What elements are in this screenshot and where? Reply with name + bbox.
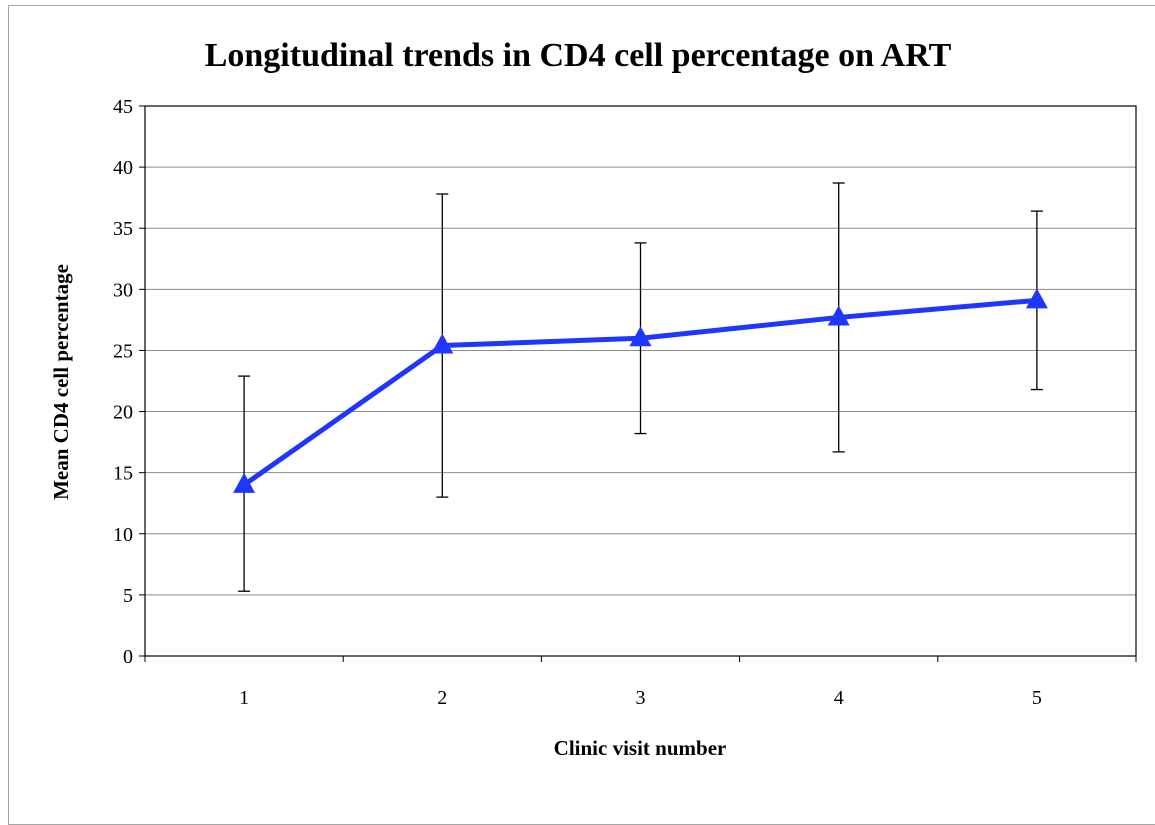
- x-tick-label: 1: [239, 687, 249, 709]
- error-bars: [238, 182, 1043, 592]
- chart-title: Longitudinal trends in CD4 cell percenta…: [205, 37, 952, 74]
- y-tick-label: 20: [113, 402, 133, 424]
- data-point-marker: [629, 326, 652, 347]
- x-axis-title: Clinic visit number: [554, 736, 727, 760]
- data-point-marker: [827, 305, 850, 326]
- y-tick-label: 40: [113, 157, 133, 179]
- y-tick-label: 10: [113, 524, 133, 546]
- x-tick-label: 4: [834, 687, 844, 709]
- y-tick-label: 45: [113, 96, 133, 118]
- x-tick-label: 5: [1032, 687, 1042, 709]
- plot-area: [144, 105, 1137, 657]
- markers: [233, 288, 1048, 493]
- data-point-marker: [431, 333, 454, 354]
- y-tick-label: 15: [113, 463, 133, 485]
- chart-svg: Longitudinal trends in CD4 cell percenta…: [49, 37, 1137, 760]
- data-point-marker: [233, 472, 256, 493]
- y-tick-label: 0: [123, 646, 133, 668]
- y-axis-title: Mean CD4 cell percentage: [49, 264, 73, 500]
- x-tick-label: 3: [636, 687, 646, 709]
- data-point-marker: [1025, 288, 1048, 309]
- x-tick-label: 2: [437, 687, 447, 709]
- y-axis: 0 5 10 15 20 25 30 35 40 45: [113, 96, 145, 668]
- chart-frame: [8, 5, 1155, 825]
- y-tick-label: 30: [113, 279, 133, 301]
- x-axis: 1 2 3 4 5: [144, 656, 1137, 709]
- y-tick-label: 25: [113, 340, 133, 362]
- y-tick-label: 5: [123, 585, 133, 607]
- y-tick-label: 35: [113, 218, 133, 240]
